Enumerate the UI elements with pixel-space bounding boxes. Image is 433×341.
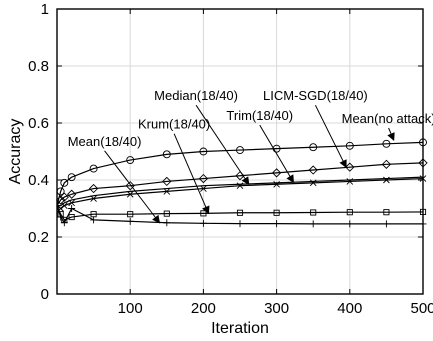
data-point xyxy=(309,143,318,152)
annotation-arrow xyxy=(195,104,250,186)
data-point xyxy=(68,199,75,207)
data-point xyxy=(310,209,317,216)
data-point xyxy=(90,195,97,202)
data-point xyxy=(67,189,77,199)
data-point xyxy=(61,202,68,209)
data-point xyxy=(309,220,317,228)
data-point xyxy=(345,162,355,172)
data-point xyxy=(308,165,318,175)
series-layer xyxy=(56,138,428,228)
x-tick-label: 200 xyxy=(191,300,216,317)
data-point xyxy=(68,213,75,221)
data-point xyxy=(125,181,135,191)
annotation-arrow xyxy=(104,150,161,224)
annotation-trim-18-40: Trim(18/40) xyxy=(226,108,294,184)
y-axis-label: Accuracy xyxy=(7,119,24,185)
data-point xyxy=(90,216,98,224)
annotation-layer: Mean(no attack) LICM-SGD(18/40) Trim(18/40… xyxy=(68,88,433,224)
y-tick-label: 0 xyxy=(41,286,49,303)
series-median-18-40 xyxy=(56,175,427,212)
series-line-median-18-40 xyxy=(56,177,424,210)
annotation-krum-18-40: Krum(18/40) xyxy=(138,117,210,215)
data-point xyxy=(381,159,392,169)
annotation-mean-18-40: Mean(18/40) xyxy=(68,134,161,224)
annotation-label: Trim(18/40) xyxy=(226,108,293,123)
data-point xyxy=(309,179,317,187)
series-line-trim-18-40 xyxy=(57,176,424,207)
data-point xyxy=(56,195,66,205)
data-point xyxy=(273,209,280,216)
plot-frame xyxy=(56,8,424,295)
data-point xyxy=(163,219,171,227)
data-point xyxy=(67,173,76,182)
series-mean-18-40 xyxy=(56,205,427,228)
data-point xyxy=(57,213,65,221)
data-point xyxy=(162,176,172,187)
x-tick-label: 500 xyxy=(410,300,433,317)
annotation-arrow xyxy=(173,133,210,215)
data-point xyxy=(271,168,282,178)
tick-layer: 0 0.2 0.4 0.6 0.8 1 100 200 300 400 500 xyxy=(28,1,433,317)
data-point xyxy=(236,220,244,228)
data-point xyxy=(60,219,68,227)
x-tick-label: 400 xyxy=(337,300,362,317)
data-point xyxy=(382,220,390,228)
data-point xyxy=(346,178,354,185)
data-point xyxy=(162,150,171,159)
series-line-mean-no-attack xyxy=(56,141,424,206)
annotation-mean-no-attack: Mean(no attack) xyxy=(342,111,433,142)
data-point xyxy=(127,211,134,218)
annotation-median-18-40: Median(18/40) xyxy=(154,88,250,186)
series-krum-18-40 xyxy=(56,205,427,223)
annotation-arrow xyxy=(387,127,395,142)
y-tick-label: 0.6 xyxy=(28,115,49,132)
data-point xyxy=(60,178,69,187)
data-point xyxy=(346,220,354,228)
data-point xyxy=(126,190,134,198)
data-point xyxy=(383,176,390,184)
y-tick-label: 0.2 xyxy=(28,229,49,246)
series-licm-sgd-18-40 xyxy=(56,158,428,206)
y-tick-label: 0.8 xyxy=(28,58,49,75)
series-line-mean-18-40 xyxy=(56,205,423,225)
data-point xyxy=(68,205,76,212)
data-point xyxy=(346,209,353,216)
data-point xyxy=(163,188,171,195)
series-mean-no-attack xyxy=(56,138,427,206)
data-point xyxy=(163,210,170,217)
data-point xyxy=(382,139,391,148)
y-tick-label: 1 xyxy=(41,1,49,18)
data-point xyxy=(59,192,69,202)
annotation-label: Krum(18/40) xyxy=(138,117,210,132)
data-point xyxy=(89,164,98,173)
data-point xyxy=(236,209,244,216)
data-point xyxy=(200,185,207,192)
y-tick-label: 0.4 xyxy=(28,172,49,189)
annotation-label: Mean(no attack) xyxy=(342,111,433,126)
data-point xyxy=(198,173,209,184)
annotation-label: Mean(18/40) xyxy=(68,134,142,149)
data-point xyxy=(199,219,207,227)
x-axis-label: Iteration xyxy=(211,320,269,337)
data-point xyxy=(126,156,135,165)
annotation-licm-sgd-18-40: LICM-SGD(18/40) xyxy=(263,88,368,169)
annotation-arrow xyxy=(314,104,347,169)
series-trim-18-40 xyxy=(57,176,424,207)
grid xyxy=(57,9,423,294)
data-point xyxy=(236,146,244,155)
annotation-label: LICM-SGD(18/40) xyxy=(263,88,368,103)
data-point xyxy=(383,209,390,216)
x-tick-label: 100 xyxy=(118,300,143,317)
annotation-label: Median(18/40) xyxy=(154,88,238,103)
x-tick-label: 300 xyxy=(264,300,289,317)
data-point xyxy=(273,220,281,228)
annotation-arrow xyxy=(259,124,294,184)
series-line-krum-18-40 xyxy=(56,205,424,221)
data-point xyxy=(273,180,280,188)
data-point xyxy=(88,183,99,194)
data-point xyxy=(126,217,134,225)
data-point xyxy=(345,141,354,150)
data-point xyxy=(199,147,208,156)
